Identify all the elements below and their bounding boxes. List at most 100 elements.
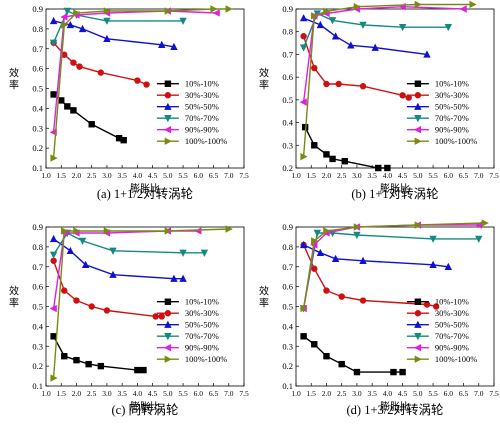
series-line: [53, 232, 205, 256]
data-point: [88, 303, 95, 310]
data-point: [398, 23, 407, 32]
x-tick-label: 5.5: [428, 171, 438, 180]
data-point: [58, 97, 65, 104]
data-point: [323, 227, 331, 235]
data-point: [311, 142, 318, 149]
data-point: [61, 287, 68, 294]
series-50pct-50pct: [299, 240, 453, 270]
y-tick-label: 0.7: [32, 262, 43, 272]
x-tick-label: 7.0: [224, 171, 234, 180]
data-point: [300, 152, 308, 161]
data-point: [414, 355, 422, 363]
data-point: [399, 92, 406, 99]
data-point: [164, 227, 172, 235]
x-tick-label: 2.5: [337, 389, 347, 398]
data-point: [423, 50, 431, 58]
data-point: [103, 7, 111, 15]
y-tick-label: 0.9: [282, 4, 293, 14]
data-point: [371, 43, 379, 51]
series-line: [302, 3, 473, 157]
data-point: [194, 227, 202, 235]
data-point: [76, 63, 83, 70]
data-point: [61, 21, 69, 29]
legend-label: 10%-10%: [185, 79, 219, 89]
y-tick-label: 0.4: [282, 321, 293, 331]
series-50pct-50pct: [49, 234, 187, 282]
x-tick-label: 2.5: [337, 171, 347, 180]
data-point: [323, 287, 330, 294]
data-point: [81, 260, 90, 268]
y-tick-label: 0.3: [32, 123, 43, 133]
data-point: [109, 247, 117, 255]
data-point: [143, 81, 150, 88]
legend: 10%-10%30%-30% 50%-50%70%-70% 90%-90%100%-…: [406, 297, 477, 364]
x-tick-label: 1.5: [307, 389, 317, 398]
series-10pct-10pct: [301, 123, 391, 172]
legend-label: 30%-30%: [435, 308, 469, 318]
series-line: [303, 244, 449, 268]
data-point: [210, 5, 218, 13]
y-tick-label: 0.2: [32, 143, 43, 153]
data-point: [164, 298, 172, 305]
series-30pct-30pct: [50, 257, 165, 320]
panel-caption: (b) 1+1对转涡轮: [351, 186, 438, 201]
data-point: [300, 304, 308, 313]
data-point: [61, 352, 68, 360]
legend-label: 100%-100%: [185, 354, 228, 364]
y-tick-label: 0.2: [282, 361, 293, 371]
data-point: [323, 80, 330, 88]
data-point: [158, 313, 165, 320]
data-point: [63, 7, 72, 15]
data-point: [331, 254, 340, 262]
legend-label: 30%-30%: [185, 90, 219, 100]
x-tick-label: 5.5: [428, 389, 438, 398]
x-tick-label: 7.0: [474, 171, 484, 180]
data-point: [164, 92, 172, 99]
data-point: [73, 9, 81, 17]
x-tick-label: 6.0: [444, 171, 454, 180]
data-point: [50, 91, 57, 98]
y-tick-label: 0.6: [282, 72, 293, 82]
data-point: [475, 235, 483, 243]
legend-label: 50%-50%: [435, 102, 469, 112]
data-point: [49, 304, 57, 313]
data-point: [311, 237, 319, 245]
y-tick-label: 0.9: [282, 222, 293, 232]
data-point: [316, 248, 325, 257]
series-30pct-30pct: [300, 241, 440, 310]
data-point: [179, 274, 187, 282]
data-point: [60, 13, 68, 21]
data-point: [70, 107, 77, 114]
panel-caption: (d) 1+3/2对转涡轮: [347, 402, 444, 417]
x-tick-label: 6.0: [194, 171, 204, 180]
x-axis-label: 膨胀比: [380, 182, 410, 195]
x-tick-label: 4.5: [148, 171, 158, 180]
legend-label: 10%-10%: [435, 297, 469, 307]
series-100pct-100pct: [300, 219, 489, 313]
chart-panel-a: 0.1 0.2 0.3 0.4 0.5 0.6 0.7 0.8 0.9 1.0 1.5 2.0 2.5 3…: [9, 4, 249, 201]
data-point: [323, 151, 330, 158]
data-point: [338, 360, 345, 368]
y-tick-label: 0.4: [32, 103, 43, 113]
data-point: [78, 237, 87, 245]
data-point: [97, 362, 105, 370]
x-tick-label: 5.5: [178, 171, 188, 180]
x-tick-label: 3.0: [102, 389, 112, 398]
data-point: [85, 360, 92, 368]
data-point: [164, 137, 172, 145]
y-tick-label: 0.6: [32, 282, 43, 292]
y-tick-label: 0.1: [32, 381, 43, 391]
data-point: [429, 235, 437, 243]
data-point: [444, 262, 453, 270]
data-point: [200, 249, 209, 257]
series-line: [52, 230, 199, 309]
y-tick-label: 0.5: [282, 95, 293, 105]
data-point: [311, 341, 318, 348]
x-tick-label: 6.5: [209, 389, 219, 398]
y-tick-label: 0.1: [282, 381, 293, 391]
x-tick-label: 7.5: [239, 171, 249, 180]
x-tick-label: 3.0: [102, 171, 112, 180]
data-point: [50, 374, 58, 382]
data-point: [429, 260, 437, 268]
x-tick-label: 6.5: [459, 389, 469, 398]
